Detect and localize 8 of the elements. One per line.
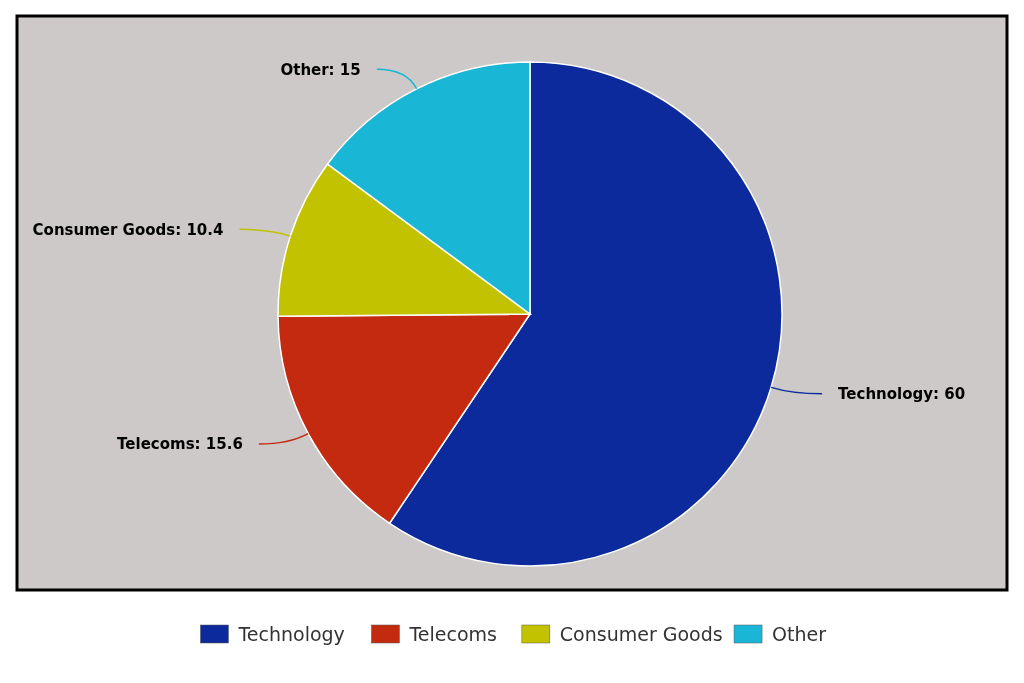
data-label: Telecoms: 15.6	[117, 435, 243, 454]
legend-label: Technology	[237, 622, 345, 645]
data-label: Technology: 60	[838, 385, 966, 404]
data-label: Consumer Goods: 10.4	[32, 220, 224, 239]
legend-label: Telecoms	[408, 622, 497, 645]
data-label: Other: 15	[280, 60, 361, 79]
legend-label: Other	[772, 622, 827, 645]
legend-label: Consumer Goods	[559, 622, 723, 645]
